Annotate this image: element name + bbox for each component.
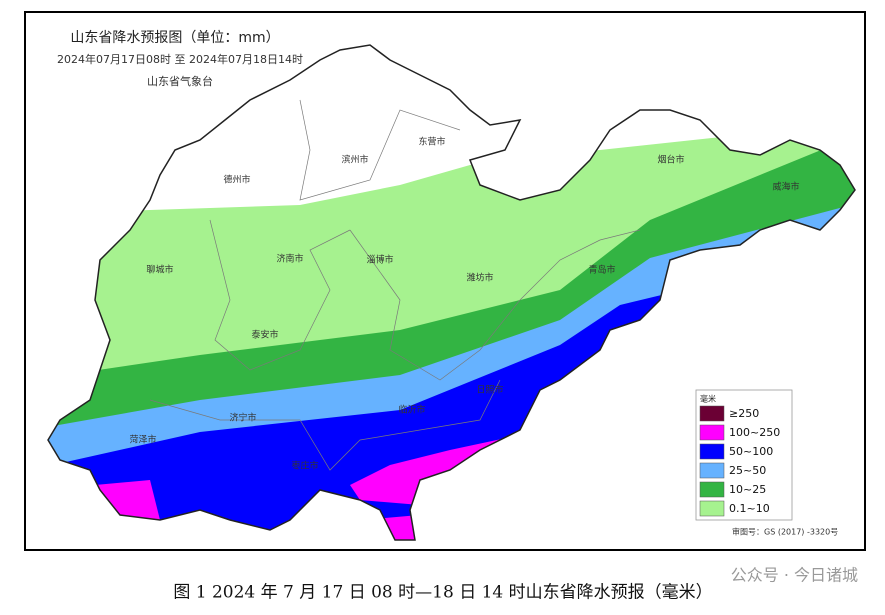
city-label: 泰安市 — [251, 329, 278, 341]
city-label: 菏泽市 — [129, 434, 156, 446]
city-label: 德州市 — [223, 174, 250, 186]
legend: ≥250 100~250 50~100 25~50 10~25 0.1~10 — [699, 405, 780, 517]
city-label: 济宁市 — [229, 412, 256, 424]
boundary — [209, 219, 351, 371]
legend-label: 100~250 — [729, 426, 780, 439]
city-label: 东营市 — [418, 136, 445, 148]
legend-swatch — [699, 500, 725, 517]
legend-swatch — [699, 481, 725, 498]
legend-label: 50~100 — [729, 445, 773, 458]
city-label: 枣庄市 — [291, 460, 318, 472]
legend-swatch — [699, 405, 725, 422]
legend-swatch — [699, 443, 725, 460]
boundary — [149, 379, 501, 471]
city-label: 淄博市 — [366, 254, 393, 266]
approval-number: 审图号：GS (2017) -3320号 — [732, 527, 838, 537]
legend-title: 毫米 — [700, 394, 716, 404]
legend-label: 10~25 — [729, 483, 766, 496]
city-label: 聊城市 — [146, 264, 173, 276]
figure-caption: 图 1 2024 年 7 月 17 日 08 时—18 日 14 时山东省降水预… — [173, 583, 712, 603]
city-label: 日照市 — [476, 384, 503, 396]
watermark: 公众号 · 今日诸城 — [731, 566, 858, 585]
map-period: 2024年07月17日08时 至 2024年07月18日14时 — [57, 52, 303, 66]
map-issuer: 山东省气象台 — [147, 74, 213, 88]
boundary — [349, 229, 641, 381]
city-label: 滨州市 — [341, 154, 368, 166]
map-title: 山东省降水预报图（单位：mm） — [70, 30, 279, 46]
city-label: 青岛市 — [588, 264, 615, 276]
city-label: 威海市 — [772, 181, 799, 193]
legend-label: ≥250 — [729, 407, 759, 420]
legend-label: 25~50 — [729, 464, 766, 477]
city-label: 潍坊市 — [466, 272, 493, 284]
city-label: 临沂市 — [398, 404, 425, 416]
boundary — [299, 99, 461, 201]
legend-swatch — [699, 462, 725, 479]
legend-label: 0.1~10 — [729, 502, 770, 515]
city-label: 济南市 — [276, 253, 303, 265]
legend-swatch — [699, 424, 725, 441]
city-label: 烟台市 — [657, 154, 684, 166]
